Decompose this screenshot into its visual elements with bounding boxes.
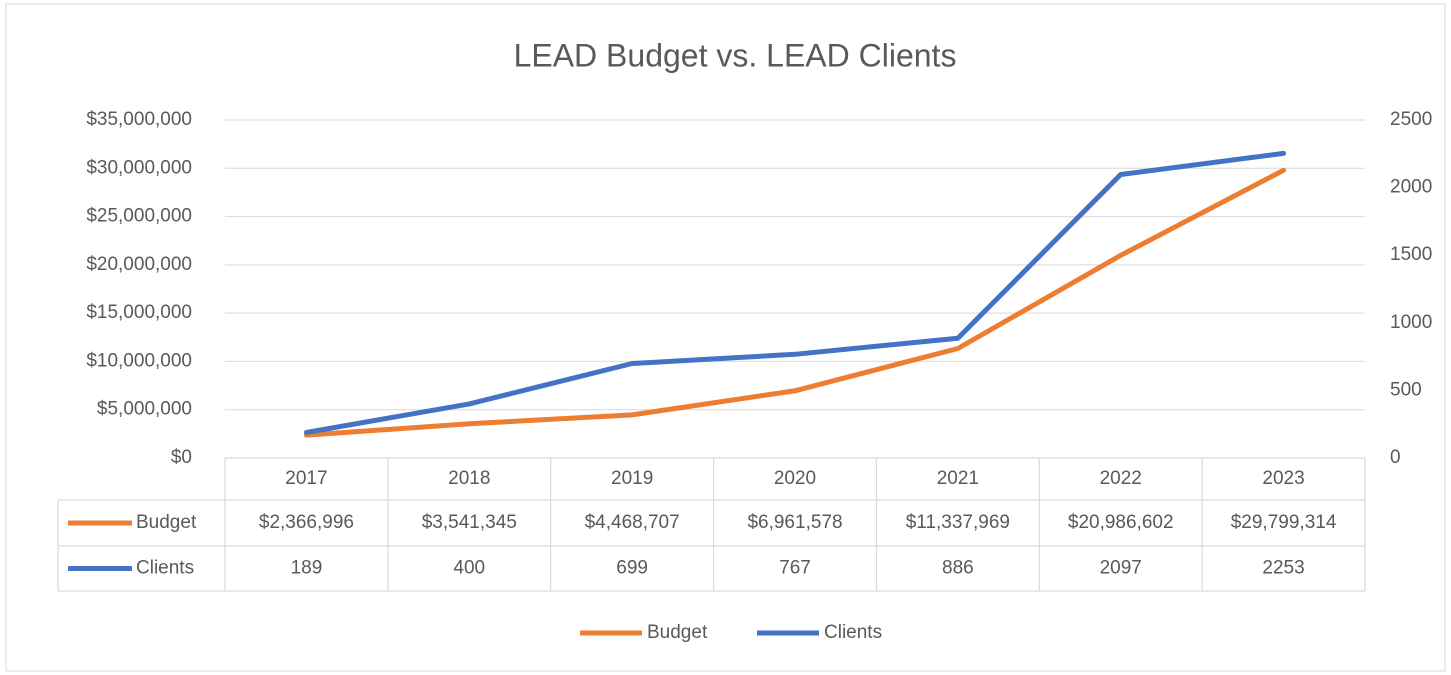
table-cell: $11,337,969 [906, 512, 1010, 533]
x-tick-label: 2017 [285, 468, 327, 489]
y-tick-label: $10,000,000 [86, 350, 192, 371]
line-series [303, 167, 1287, 438]
table-cell: 886 [942, 558, 974, 579]
y2-tick-label: 2000 [1390, 177, 1432, 198]
table-row-header: Budget [136, 512, 197, 533]
table-cell: $20,986,602 [1068, 512, 1174, 533]
x-tick-label: 2022 [1100, 468, 1142, 489]
y-tick-label: $25,000,000 [86, 206, 192, 227]
y-tick-label: $30,000,000 [86, 157, 192, 178]
y-tick-label: $35,000,000 [86, 109, 192, 130]
x-tick-label: 2018 [448, 468, 490, 489]
y2-tick-label: 1000 [1390, 312, 1432, 333]
x-tick-label: 2023 [1262, 468, 1304, 489]
table-cell: $4,468,707 [585, 512, 680, 533]
table-cell: $6,961,578 [747, 512, 842, 533]
chart-frame [5, 3, 1446, 672]
x-tick-label: 2019 [611, 468, 653, 489]
y-tick-label: $5,000,000 [97, 399, 192, 420]
table-cell: $29,799,314 [1231, 512, 1337, 533]
chart-title: LEAD Budget vs. LEAD Clients [514, 37, 957, 73]
y-tick-label: $0 [171, 447, 192, 468]
table-cell: 2253 [1262, 558, 1304, 579]
table-cell: 400 [453, 558, 485, 579]
y-tick-label: $15,000,000 [86, 302, 192, 323]
y-tick-label: $20,000,000 [86, 254, 192, 275]
table-cell: 767 [779, 558, 811, 579]
y2-tick-label: 0 [1390, 447, 1401, 468]
line-series [303, 150, 1287, 435]
table-cell: $2,366,996 [259, 512, 354, 533]
y2-tick-label: 1500 [1390, 244, 1432, 265]
table-cell: $3,541,345 [422, 512, 517, 533]
legend-label: Clients [824, 622, 882, 643]
y2-tick-label: 2500 [1390, 109, 1432, 130]
y2-tick-label: 500 [1390, 379, 1422, 400]
x-tick-label: 2021 [937, 468, 979, 489]
table-cell: 189 [291, 558, 323, 579]
legend-label: Budget [647, 622, 708, 643]
x-tick-label: 2020 [774, 468, 816, 489]
table-row-header: Clients [136, 558, 194, 579]
table-cell: 699 [616, 558, 648, 579]
table-cell: 2097 [1100, 558, 1142, 579]
